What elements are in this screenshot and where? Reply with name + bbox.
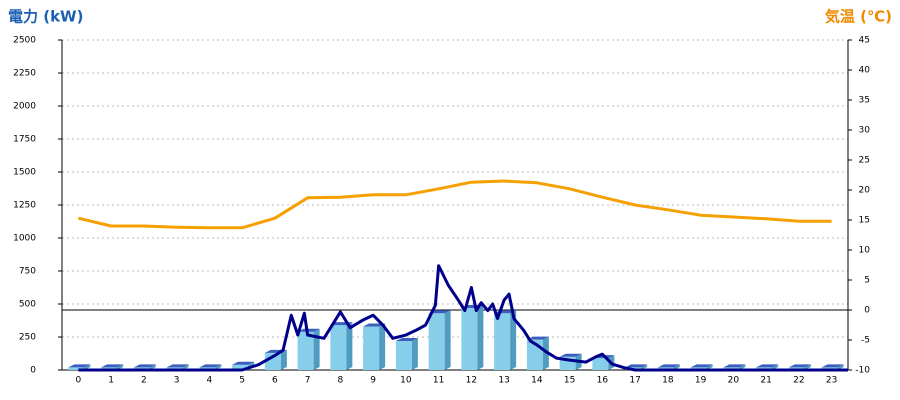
- bar-top: [166, 364, 189, 368]
- bar-front: [461, 307, 478, 370]
- bar-front: [297, 331, 314, 370]
- bar: [428, 310, 451, 370]
- bar-front: [494, 313, 511, 370]
- x-tick-label: 5: [239, 376, 245, 386]
- bar-top: [690, 364, 713, 368]
- bar: [297, 328, 320, 370]
- bar-top: [232, 361, 255, 365]
- bar-top: [133, 364, 156, 368]
- y-tick-label: 1250: [13, 201, 36, 211]
- bar-top: [756, 364, 779, 368]
- y-tick-label: 250: [19, 333, 36, 343]
- bar-front: [232, 364, 249, 370]
- x-tick-label: 4: [207, 376, 213, 386]
- bar-top: [657, 364, 680, 368]
- y2-tick-label: 15: [859, 216, 870, 226]
- x-tick-label: 20: [728, 376, 740, 386]
- x-tick-label: 18: [662, 376, 674, 386]
- x-tick-label: 21: [760, 376, 771, 386]
- bar-top: [101, 364, 124, 368]
- bar-side: [280, 349, 287, 370]
- bar-top: [68, 364, 91, 368]
- bar-front: [428, 313, 445, 370]
- y-tick-label: 750: [19, 267, 36, 277]
- bar-front: [330, 325, 347, 370]
- y2-tick-label: 35: [859, 96, 870, 106]
- line: [78, 264, 848, 372]
- x-tick-label: 13: [498, 376, 509, 386]
- x-tick-label: 15: [564, 376, 575, 386]
- x-tick-label: 0: [76, 376, 82, 386]
- y2-tick-label: -5: [861, 336, 870, 346]
- bar-side: [444, 310, 451, 370]
- x-tick-label: 1: [108, 376, 114, 386]
- bar-front: [68, 367, 85, 370]
- bar-top: [199, 364, 222, 368]
- bar: [363, 323, 386, 370]
- bar-side: [411, 337, 418, 370]
- y2-tick-label: 25: [859, 156, 870, 166]
- x-tick-label: 14: [531, 376, 543, 386]
- bar-front: [592, 358, 609, 370]
- bar-top: [363, 323, 386, 327]
- y-tick-label: 1000: [13, 234, 36, 244]
- y-tick-label: 1500: [13, 168, 36, 178]
- bar-top: [788, 364, 811, 368]
- y-tick-label: 2500: [13, 36, 36, 46]
- x-tick-label: 11: [433, 376, 444, 386]
- bar-top: [526, 336, 549, 340]
- bar: [461, 304, 484, 370]
- bar-side: [379, 323, 386, 370]
- x-tick-label: 8: [338, 376, 344, 386]
- bar-top: [723, 364, 746, 368]
- bar-side: [313, 328, 320, 370]
- y-axis-title: 電力 (kW): [8, 8, 83, 26]
- y-tick-label: 2250: [13, 69, 36, 79]
- y2-tick-label: 45: [859, 36, 870, 46]
- y2-tick-label: 5: [864, 276, 870, 286]
- y2-tick-label: -10: [855, 366, 870, 376]
- bar-front: [363, 326, 380, 370]
- x-tick-label: 6: [272, 376, 278, 386]
- x-tick-label: 2: [141, 376, 147, 386]
- x-tick-label: 9: [370, 376, 376, 386]
- bar: [395, 337, 418, 370]
- x-tick-label: 23: [826, 376, 837, 386]
- y-tick-label: 0: [30, 366, 36, 376]
- bar: [264, 349, 287, 370]
- x-tick-label: 12: [466, 376, 477, 386]
- x-tick-label: 17: [629, 376, 640, 386]
- bar-top: [821, 364, 844, 368]
- x-tick-label: 19: [695, 376, 707, 386]
- bar-side: [346, 322, 353, 370]
- line: [78, 179, 832, 230]
- y2-tick-label: 40: [859, 66, 871, 76]
- x-tick-label: 10: [400, 376, 412, 386]
- y-tick-label: 1750: [13, 135, 36, 145]
- bar-top: [395, 337, 418, 341]
- bar-top: [297, 328, 320, 332]
- x-tick-label: 3: [174, 376, 180, 386]
- x-tick-label: 22: [793, 376, 804, 386]
- y2-tick-label: 30: [859, 126, 871, 136]
- bar-front: [264, 352, 281, 370]
- x-tick-label: 7: [305, 376, 311, 386]
- y2-axis-title: 気温 (℃): [825, 8, 892, 26]
- y2-tick-label: 20: [859, 186, 871, 196]
- x-tick-label: 16: [597, 376, 609, 386]
- y-tick-label: 500: [19, 300, 36, 310]
- y2-tick-label: 0: [864, 306, 870, 316]
- y2-tick-label: 10: [859, 246, 871, 256]
- bar: [330, 322, 353, 370]
- bar-side: [477, 304, 484, 370]
- bar-side: [510, 310, 517, 370]
- y-tick-label: 2000: [13, 102, 36, 112]
- bar-top: [625, 364, 648, 368]
- bar-front: [395, 340, 412, 370]
- bar-top: [559, 353, 582, 357]
